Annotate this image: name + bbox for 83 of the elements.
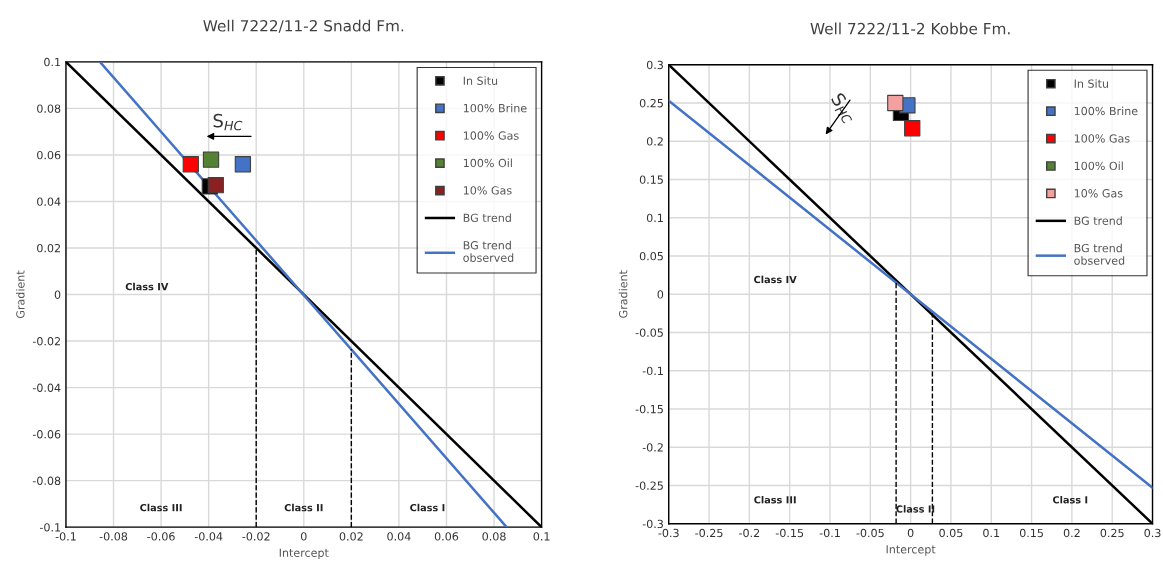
y-tick-label: -0.25	[635, 481, 663, 490]
x-tick-label: -0.05	[856, 528, 884, 538]
y-tick-label: 0	[54, 290, 61, 299]
x-axis-title: Intercept	[886, 545, 936, 556]
x-tick-label: -0.1	[55, 532, 76, 541]
legend-label: BG trend	[1074, 216, 1122, 225]
y-axis-title: Gradient	[16, 270, 25, 319]
chart-title: Well 7222/11-2 Kobbe Fm.	[810, 22, 1010, 36]
annotation: Class I	[1052, 495, 1088, 504]
y-tick-label: 0.1	[44, 57, 61, 67]
y-tick-label: 0.3	[646, 60, 663, 70]
y-tick-label: 0.2	[646, 137, 663, 146]
x-tick-label: -0.04	[194, 532, 223, 541]
point	[207, 177, 224, 194]
legend-label: 10% Gas	[1074, 189, 1123, 198]
y-tick-label: -0.1	[642, 366, 663, 376]
y-tick-label: 0.04	[37, 197, 61, 206]
annotation: Class III	[140, 503, 182, 512]
x-tick-label: -0.15	[775, 528, 804, 538]
x-tick-label: 0.04	[387, 532, 411, 541]
y-tick-label: 0.05	[639, 251, 663, 261]
x-tick-label: -0.3	[658, 528, 679, 538]
y-tick-label: -0.04	[32, 383, 61, 392]
legend-label: In Situ	[463, 76, 498, 85]
point	[887, 94, 904, 112]
legend-label: BG trend observed	[1074, 243, 1125, 265]
x-tick-label: -0.25	[695, 528, 723, 538]
y-tick-label: -0.3	[642, 519, 663, 529]
y-tick-label: -0.15	[635, 404, 663, 414]
x-tick-label: 0.05	[939, 528, 963, 538]
annotation: Class III	[754, 495, 796, 504]
chart-title: Well 7222/11-2 Snadd Fm.	[203, 19, 404, 33]
legend-label: In Situ	[1074, 79, 1109, 88]
y-tick-label: -0.06	[32, 430, 61, 439]
x-axis-title: Intercept	[279, 548, 329, 560]
y-tick-label: 0	[657, 290, 664, 299]
y-axis-title: Gradient	[618, 270, 628, 318]
y-tick-label: -0.2	[642, 443, 663, 452]
y-tick-label: -0.08	[32, 476, 61, 486]
point	[904, 120, 921, 137]
annotation: Class IV	[754, 275, 797, 284]
x-tick-label: -0.1	[819, 528, 840, 538]
point	[182, 156, 199, 173]
annotation: S$_{HC}$	[213, 113, 243, 131]
x-tick-label: 0.02	[339, 532, 363, 541]
annotation: Class II	[284, 503, 323, 512]
legend-label: 100% Oil	[463, 158, 512, 168]
y-tick-label: 0.25	[639, 98, 663, 108]
legend-label: 100% Gas	[463, 131, 519, 140]
legend-label: BG trend observed	[463, 240, 514, 262]
annotation: S$_{HC}$	[828, 91, 859, 125]
x-tick-label: 0.2	[1063, 528, 1080, 538]
annotation: Class II	[896, 505, 935, 513]
legend-label: 100% Brine	[463, 103, 527, 113]
x-tick-label: -0.02	[242, 532, 270, 541]
y-tick-label: 0.08	[37, 104, 61, 113]
y-tick-label: 0.15	[639, 175, 663, 184]
point	[234, 156, 252, 173]
x-tick-label: -0.06	[147, 532, 175, 541]
point	[202, 151, 220, 168]
y-tick-label: -0.05	[635, 328, 663, 337]
x-tick-label: 0.3	[1144, 528, 1161, 538]
x-tick-label: -0.2	[739, 528, 760, 538]
y-tick-label: 0.1	[646, 213, 663, 223]
annotation: Class I	[410, 503, 445, 512]
legend-label: BG trend	[463, 213, 511, 223]
y-tick-label: -0.02	[32, 337, 60, 346]
legend-label: 100% Gas	[1074, 134, 1130, 143]
x-tick-label: 0.08	[482, 532, 506, 541]
legend-label: 10% Gas	[463, 186, 512, 195]
x-tick-label: 0	[300, 532, 307, 541]
x-tick-label: 0.25	[1100, 528, 1124, 538]
y-tick-label: 0.02	[37, 243, 60, 253]
legend-label: 100% Brine	[1074, 106, 1138, 116]
x-tick-label: 0.06	[434, 532, 459, 541]
x-tick-label: 0.1	[983, 528, 1000, 538]
x-tick-label: -0.08	[99, 532, 128, 541]
y-tick-label: 0.06	[37, 150, 61, 160]
annotation: Class IV	[125, 282, 169, 291]
x-tick-label: 0	[907, 528, 914, 538]
legend-label: 100% Oil	[1074, 161, 1123, 171]
x-tick-label: 0.15	[1019, 528, 1043, 538]
x-tick-label: 0.1	[533, 532, 550, 541]
